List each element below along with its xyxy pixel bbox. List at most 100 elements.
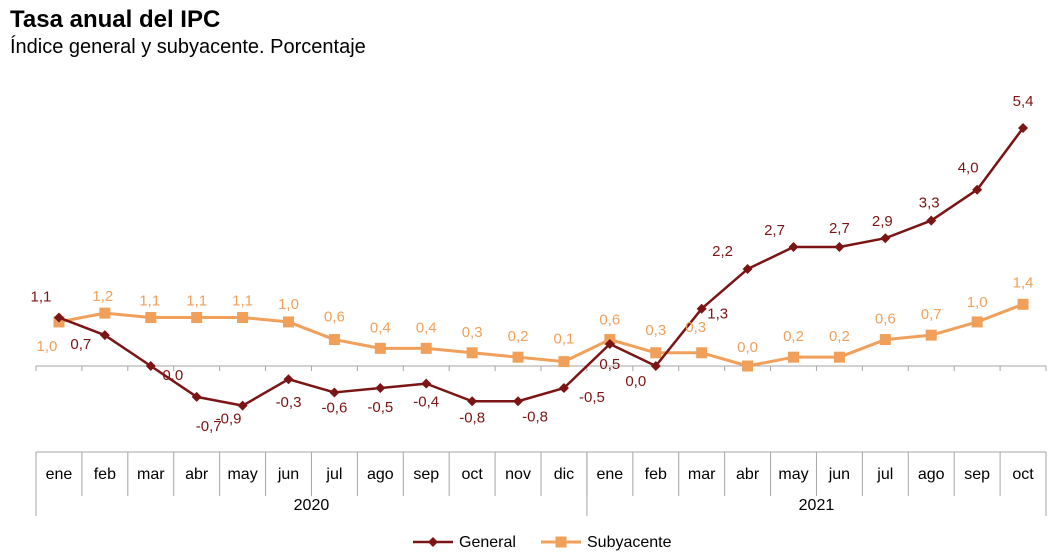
general-data-label: 4,0 xyxy=(958,160,979,177)
x-tick-label: ene xyxy=(597,466,624,483)
general-data-label: 3,3 xyxy=(919,195,940,212)
general-marker xyxy=(53,312,64,323)
subyacente-data-label: 1,2 xyxy=(92,288,113,305)
general-marker xyxy=(972,184,983,195)
chart-title: Tasa anual del IPC xyxy=(10,6,221,33)
series-line-general xyxy=(58,127,1025,407)
legend-marker-subyacente xyxy=(555,536,567,548)
subyacente-marker xyxy=(971,316,983,328)
subyacente-marker xyxy=(512,351,524,363)
subyacente-data-label: 0,2 xyxy=(508,328,529,345)
subyacente-marker xyxy=(650,347,662,359)
x-tick-label: oct xyxy=(1012,466,1034,483)
general-marker xyxy=(926,215,937,226)
subyacente-marker xyxy=(374,342,386,354)
general-data-label: 5,4 xyxy=(1013,93,1034,110)
subyacente-marker xyxy=(925,329,937,341)
x-tick-label: ago xyxy=(367,466,394,483)
x-tick-label: jul xyxy=(325,466,342,483)
x-tick-label: mar xyxy=(688,466,716,483)
x-tick-label: sep xyxy=(413,466,439,483)
general-marker xyxy=(329,387,340,398)
legend-label-subyacente: Subyacente xyxy=(587,534,672,551)
subyacente-data-label: 0,3 xyxy=(645,322,666,339)
subyacente-marker xyxy=(696,347,708,359)
general-data-label: -0,6 xyxy=(321,399,347,416)
subyacente-data-label: 0,3 xyxy=(685,319,706,336)
general-data-label: 1,3 xyxy=(707,306,728,323)
x-tick-label: abr xyxy=(185,466,209,483)
legend-marker-general xyxy=(428,537,438,547)
subyacente-marker xyxy=(742,360,754,372)
general-data-label: 2,7 xyxy=(829,220,850,237)
subyacente-data-label: 0,2 xyxy=(783,328,804,345)
subyacente-marker xyxy=(833,351,845,363)
general-marker xyxy=(604,338,615,349)
x-tick-label: ago xyxy=(918,466,945,483)
general-marker xyxy=(1018,123,1029,134)
x-tick-label: oct xyxy=(461,466,483,483)
subyacente-data-label: 0,0 xyxy=(737,339,758,356)
general-data-label: 0,5 xyxy=(599,356,620,373)
x-tick-label: feb xyxy=(645,466,667,483)
general-marker xyxy=(834,242,845,253)
legend-label-general: General xyxy=(459,534,516,551)
subyacente-data-label: 1,0 xyxy=(278,296,299,313)
subyacente-data-label: 1,0 xyxy=(967,294,988,311)
x-tick-label: dic xyxy=(554,466,574,483)
general-data-label: -0,8 xyxy=(459,409,485,426)
x-tick-label: ene xyxy=(46,466,73,483)
x-tick-label: jul xyxy=(876,466,893,483)
x-tick-label: may xyxy=(227,466,257,483)
subyacente-data-label: 0,4 xyxy=(416,319,437,336)
x-tick-label: feb xyxy=(94,466,116,483)
subyacente-marker xyxy=(237,312,249,324)
subyacente-data-label: 1,1 xyxy=(186,293,207,310)
general-marker xyxy=(99,330,110,341)
subyacente-marker xyxy=(191,312,203,324)
subyacente-marker xyxy=(420,342,432,354)
general-marker xyxy=(513,396,524,407)
general-marker xyxy=(421,378,432,389)
x-tick-label: abr xyxy=(736,466,760,483)
general-data-label: 2,2 xyxy=(712,243,733,260)
x-tick-label: jun xyxy=(828,466,850,483)
subyacente-marker xyxy=(1017,298,1029,310)
subyacente-marker xyxy=(283,316,294,328)
general-data-label: -0,3 xyxy=(276,394,302,411)
series-line-subyacente xyxy=(58,302,1024,368)
general-data-label: 0,7 xyxy=(70,336,91,353)
subyacente-data-label: 0,6 xyxy=(875,311,896,328)
general-marker xyxy=(742,264,753,275)
general-marker xyxy=(558,383,569,394)
general-marker xyxy=(696,303,707,314)
general-data-label: 2,7 xyxy=(764,222,785,239)
subyacente-marker xyxy=(145,312,157,324)
subyacente-marker xyxy=(558,356,570,368)
subyacente-data-label: 0,1 xyxy=(554,331,575,348)
subyacente-data-label: 1,1 xyxy=(139,293,160,310)
x-tick-label: sep xyxy=(964,466,990,483)
general-marker xyxy=(237,400,248,411)
general-marker xyxy=(191,391,202,402)
general-marker xyxy=(283,374,294,385)
subyacente-data-label: 1,4 xyxy=(1013,274,1034,291)
x-tick-label: may xyxy=(778,466,808,483)
x-tick-label: mar xyxy=(137,466,165,483)
x-tick-label: nov xyxy=(505,466,531,483)
general-marker xyxy=(375,383,386,394)
general-data-label: 0,0 xyxy=(162,367,183,384)
x-group-label: 2021 xyxy=(799,497,835,514)
general-data-label: -0,9 xyxy=(216,411,242,428)
general-marker xyxy=(788,242,799,253)
general-data-label: 1,1 xyxy=(31,289,52,306)
general-data-label: -0,5 xyxy=(579,389,605,406)
subyacente-data-label: 0,6 xyxy=(599,312,620,329)
general-data-label: 0,0 xyxy=(625,373,646,390)
general-marker xyxy=(145,361,156,371)
subyacente-data-label: 0,6 xyxy=(324,309,345,326)
general-marker xyxy=(467,396,478,407)
subyacente-data-label: 1,0 xyxy=(37,338,58,355)
subyacente-marker xyxy=(788,351,799,363)
